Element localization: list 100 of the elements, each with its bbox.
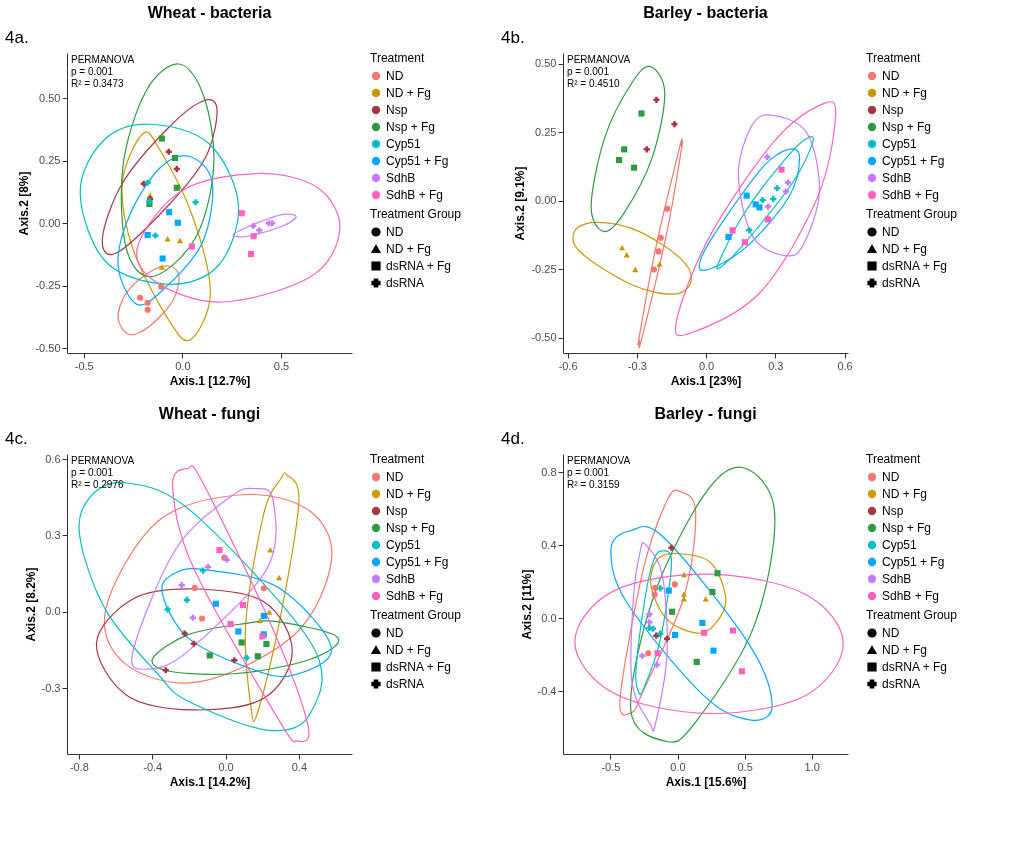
text: ND <box>882 626 900 640</box>
x-tick-label: -0.5 <box>74 359 94 372</box>
text: 4d. <box>501 429 525 448</box>
chart-title: Wheat - bacteria <box>147 4 272 21</box>
x-tick-label: -0.5 <box>601 760 621 773</box>
legend-label: ND + Fg <box>386 487 432 501</box>
legend-label: ND <box>386 69 404 83</box>
y-axis-title: Axis.2 [9.1%] <box>513 166 528 241</box>
text: Treatment Group <box>866 207 957 221</box>
text: ND + Fg <box>882 643 928 657</box>
text: 4c. <box>5 429 28 448</box>
legend-label: ND <box>882 69 900 83</box>
y-tick-label: 0.0 <box>45 605 61 618</box>
legend-label: Nsp + Fg <box>882 521 932 535</box>
text: ND <box>882 225 900 239</box>
x-tick-label: 0.3 <box>768 359 784 372</box>
legend-label: Cyp51 <box>386 137 422 151</box>
text: Treatment <box>866 51 921 65</box>
y-tick-label: 0.50 <box>39 91 61 104</box>
annotation: p = 0.001 <box>71 66 114 77</box>
y-tick-label: 0.8 <box>541 465 557 478</box>
text: dsRNA <box>882 276 921 290</box>
x-axis-title: Axis.1 [12.7%] <box>169 373 251 388</box>
x-tick-label: 0.0 <box>218 760 234 773</box>
y-axis-title: Axis.2 [11%] <box>519 569 534 640</box>
text: ND + Fg <box>386 643 432 657</box>
legend-label: Cyp51 + Fg <box>882 154 945 168</box>
legend-label: SdhB <box>386 572 416 586</box>
legend-label: ND <box>882 470 900 484</box>
x-tick-label: 0.6 <box>837 359 853 372</box>
annotation: p = 0.001 <box>567 467 610 478</box>
x-tick-label: -0.8 <box>69 760 89 773</box>
text: Treatment <box>370 51 425 65</box>
text: ND <box>386 225 404 239</box>
legend-label: Cyp51 <box>882 137 918 151</box>
y-tick-label: 0.50 <box>535 57 557 70</box>
x-tick-label: 0.0 <box>175 359 191 372</box>
y-tick-label: 0.25 <box>39 154 61 166</box>
x-axis-title: Axis.1 [23%] <box>670 373 742 388</box>
x-tick-label: 1.0 <box>804 760 820 773</box>
text: ND <box>386 626 404 640</box>
y-axis-title: Axis.2 [8%] <box>17 171 32 236</box>
text: 4a. <box>5 28 29 47</box>
text: ND + Fg <box>882 242 928 256</box>
chart-title: Barley - bacteria <box>643 4 768 21</box>
x-axis-title: Axis.1 [15.6%] <box>665 774 747 789</box>
text: Treatment <box>866 452 921 466</box>
legend-label: Nsp <box>386 103 408 117</box>
x-axis-title: Axis.1 [14.2%] <box>169 774 251 789</box>
legend-label: Cyp51 + Fg <box>386 154 449 168</box>
y-tick-label: 0.6 <box>45 452 61 465</box>
text: ND + Fg <box>386 242 432 256</box>
y-axis-title: Axis.2 [8.2%] <box>23 567 38 642</box>
x-tick-label: 0.5 <box>273 359 290 372</box>
legend-label: SdhB <box>882 572 912 586</box>
text: dsRNA + Fg <box>386 259 452 273</box>
annotation: R² = 0.3159 <box>567 479 620 490</box>
legend-label: Cyp51 + Fg <box>386 555 449 569</box>
annotation: p = 0.001 <box>71 467 114 478</box>
text: dsRNA + Fg <box>882 660 948 674</box>
legend-label: ND + Fg <box>882 86 928 100</box>
text: dsRNA + Fg <box>882 259 948 273</box>
chart-title: Wheat - fungi <box>158 405 261 422</box>
y-tick-label: -0.25 <box>531 262 557 275</box>
legend-label: Nsp <box>386 504 408 518</box>
y-tick-label: 0.0 <box>541 611 557 624</box>
legend-label: SdhB + Fg <box>882 589 940 603</box>
x-tick-label: -0.3 <box>627 359 647 372</box>
text: Treatment Group <box>370 207 461 221</box>
annotation: PERMANOVA <box>71 455 135 466</box>
legend-label: SdhB + Fg <box>882 188 940 202</box>
x-tick-label: -0.6 <box>558 359 578 372</box>
text: dsRNA <box>386 276 425 290</box>
y-tick-label: -0.3 <box>41 681 61 694</box>
y-tick-label: -0.50 <box>35 341 61 354</box>
y-tick-label: -0.50 <box>531 331 557 344</box>
legend-label: ND + Fg <box>386 86 432 100</box>
y-tick-label: 0.25 <box>535 125 557 138</box>
x-tick-label: 0.0 <box>698 359 715 372</box>
legend-label: Nsp + Fg <box>386 521 436 535</box>
y-tick-label: 0.00 <box>535 194 557 207</box>
annotation: PERMANOVA <box>71 54 135 65</box>
legend-label: Cyp51 <box>882 538 918 552</box>
text: dsRNA <box>882 677 921 691</box>
legend-label: Nsp + Fg <box>386 120 436 134</box>
legend-label: SdhB + Fg <box>386 188 444 202</box>
legend-label: SdhB <box>882 171 912 185</box>
chart-title: Barley - fungi <box>654 405 757 422</box>
legend-label: SdhB + Fg <box>386 589 444 603</box>
legend-label: Nsp <box>882 103 904 117</box>
y-tick-label: 0.3 <box>45 528 61 541</box>
x-tick-label: 0.4 <box>291 760 307 773</box>
legend-label: ND + Fg <box>882 487 928 501</box>
text: dsRNA <box>386 677 425 691</box>
legend-label: SdhB <box>386 171 416 185</box>
text: Treatment Group <box>866 608 957 622</box>
legend-label: ND <box>386 470 404 484</box>
y-tick-label: 0.00 <box>39 216 61 229</box>
text: Treatment Group <box>370 608 461 622</box>
annotation: PERMANOVA <box>567 54 631 65</box>
